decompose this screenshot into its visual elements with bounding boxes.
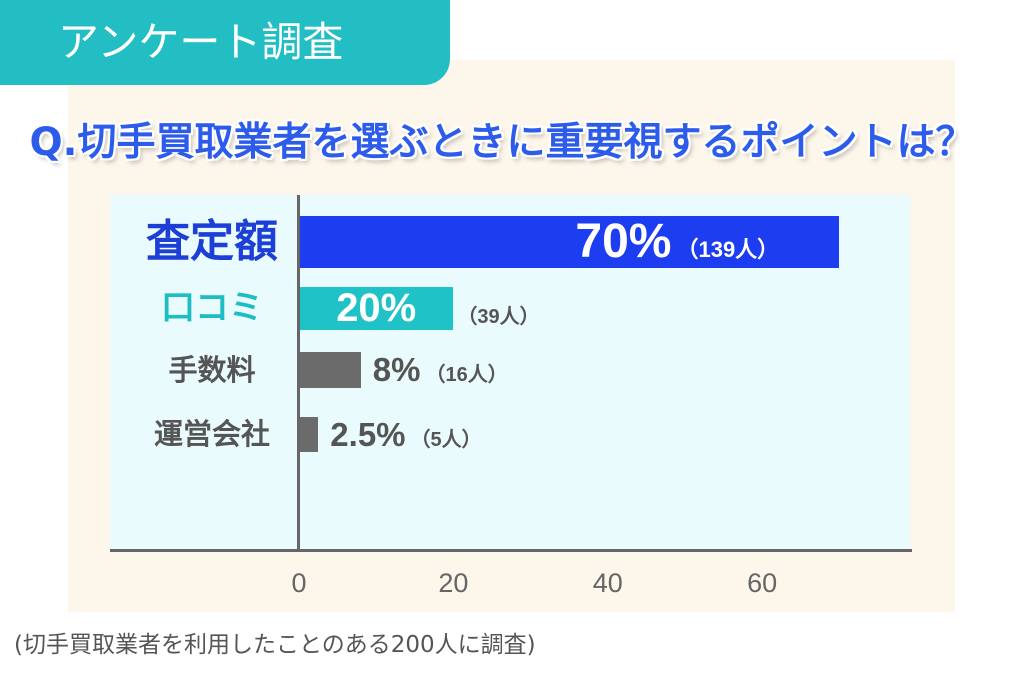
percent-label-appraisal-value: 70% (575, 215, 672, 268)
x-tick-label-0: 0 (291, 568, 307, 598)
bar-fees (299, 352, 361, 388)
survey-footnote: (切手買取業者を利用したことのある200人に調査) (14, 632, 536, 658)
category-label-operating-company: 運営会社 (153, 417, 270, 451)
data-label-operating-company: 2.5% （5人） (330, 417, 481, 458)
count-label-reviews: （39人） (457, 306, 540, 328)
count-label-fees: （16人） (425, 364, 508, 386)
percent-label-operating-company: 2.5% (330, 416, 406, 453)
y-axis-line (297, 195, 300, 552)
survey-badge: アンケート調査 (0, 0, 450, 85)
percent-label-fees: 8% (372, 351, 421, 388)
data-label-appraisal-value: 70% （139人） (575, 216, 779, 276)
bar-reviews (299, 287, 454, 330)
x-axis-line (110, 549, 912, 552)
category-label-reviews: 口コミ (161, 288, 263, 328)
category-label-fees: 手数料 (168, 353, 256, 387)
category-label-appraisal-value: 査定額 (146, 216, 278, 267)
data-label-fees: 8% （16人） (373, 352, 508, 393)
x-tick-label-20: 20 (438, 568, 469, 598)
bar-appraisal-value (299, 216, 840, 268)
bar-operating-company (299, 417, 319, 452)
chart-title: Q.切手買取業者を選ぶときに重要視するポイントは？ (29, 120, 975, 165)
survey-badge-label: アンケート調査 (58, 18, 344, 66)
count-label-operating-company: （5人） (410, 429, 482, 451)
x-tick-label-40: 40 (592, 568, 623, 598)
count-label-appraisal-value: （139人） (676, 237, 780, 262)
x-tick-label-60: 60 (747, 568, 778, 598)
percent-label-reviews: 20% (336, 286, 417, 330)
